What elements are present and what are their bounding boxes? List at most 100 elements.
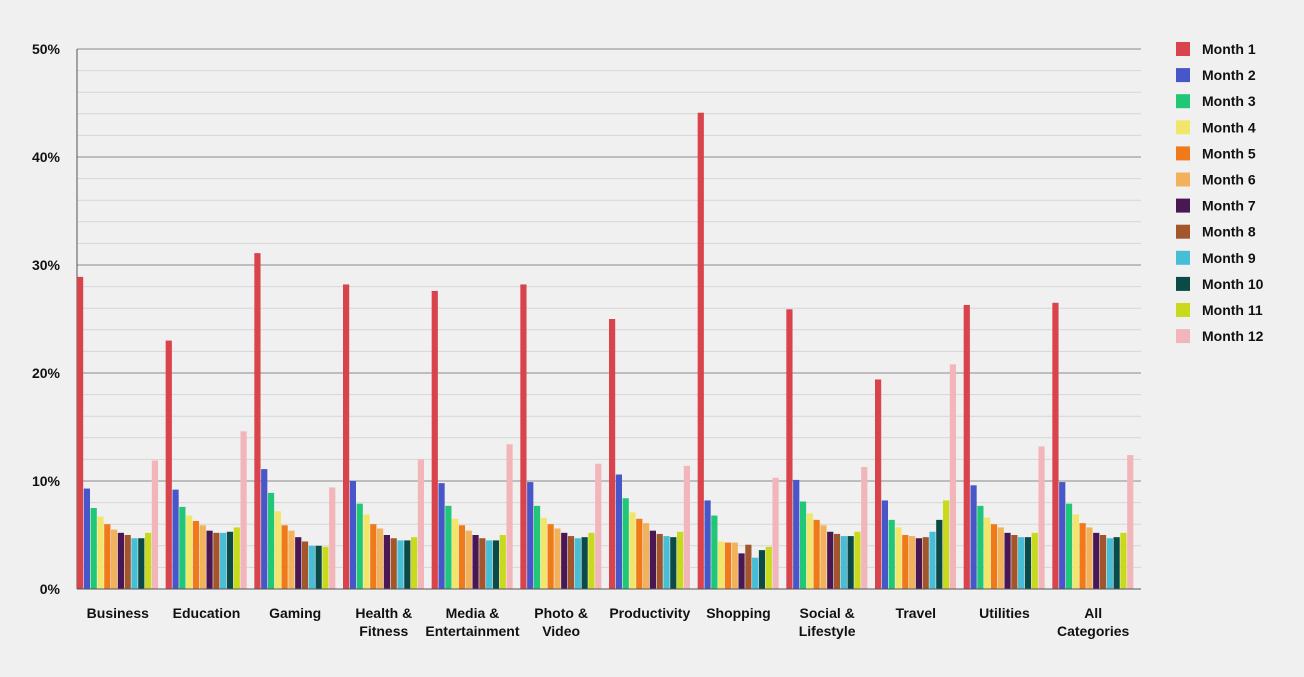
bar: [431, 290, 438, 589]
legend-label: Month 7: [1202, 198, 1256, 214]
bar: [411, 537, 418, 589]
bar: [949, 364, 956, 589]
bar: [1038, 446, 1045, 589]
bar: [97, 516, 104, 589]
bar: [793, 479, 800, 589]
bar: [220, 532, 227, 589]
bar: [90, 508, 97, 589]
bar: [840, 536, 847, 589]
bar: [977, 505, 984, 589]
bar: [1065, 503, 1073, 589]
bar: [540, 517, 547, 589]
bar: [752, 557, 759, 589]
bar: [581, 537, 588, 589]
bar: [349, 481, 356, 589]
y-tick-label: 50%: [32, 41, 61, 57]
bar: [547, 524, 554, 589]
bar: [472, 535, 479, 589]
legend-label: Month 8: [1202, 224, 1256, 240]
bar: [117, 532, 124, 589]
bar: [465, 530, 472, 589]
x-tick-label: Social &: [800, 605, 855, 621]
bar: [1127, 455, 1134, 589]
bar: [677, 531, 684, 589]
bar: [295, 537, 302, 589]
bar: [486, 540, 493, 589]
bar: [936, 519, 943, 589]
bar: [615, 474, 622, 589]
bar: [520, 284, 527, 589]
legend-label: Month 6: [1202, 172, 1256, 188]
bar: [226, 531, 234, 589]
legend-swatch: [1176, 224, 1190, 239]
bar: [199, 525, 206, 589]
bar: [506, 444, 513, 589]
y-tick-label: 20%: [32, 365, 61, 381]
bar: [997, 527, 1004, 589]
bar: [479, 538, 486, 589]
legend-swatch: [1176, 68, 1190, 83]
legend-swatch: [1176, 303, 1190, 317]
bar: [895, 527, 902, 589]
bar: [922, 537, 929, 589]
bar: [1120, 532, 1127, 589]
legend-swatch: [1176, 120, 1190, 135]
legend-label: Month 12: [1202, 328, 1264, 344]
bar: [1004, 532, 1011, 589]
bar: [172, 489, 179, 589]
bar: [165, 340, 172, 589]
bar: [527, 482, 534, 589]
x-tick-label: Travel: [896, 605, 936, 621]
x-tick-label: Fitness: [359, 623, 408, 639]
bar: [1079, 523, 1086, 589]
bar: [206, 530, 213, 589]
bar: [445, 505, 452, 589]
bar: [233, 527, 240, 589]
bar: [83, 488, 90, 589]
bar: [765, 546, 772, 589]
legend-swatch: [1176, 146, 1190, 161]
bar: [888, 519, 895, 589]
bar: [833, 533, 841, 589]
bar: [656, 533, 663, 589]
bar: [758, 550, 766, 589]
bar: [1052, 302, 1059, 589]
bar: [915, 538, 922, 589]
legend-swatch: [1176, 198, 1190, 213]
bar: [131, 538, 138, 589]
bar: [281, 525, 288, 589]
x-tick-label: Lifestyle: [799, 623, 856, 639]
bar: [240, 431, 247, 589]
bar: [683, 465, 690, 589]
bar: [609, 319, 616, 589]
bar: [533, 505, 541, 589]
bar: [786, 309, 793, 589]
bar: [417, 459, 424, 589]
bar: [254, 253, 261, 589]
bar: [458, 525, 466, 589]
y-tick-label: 30%: [32, 257, 61, 273]
legend-label: Month 4: [1202, 119, 1256, 135]
legend-swatch: [1176, 42, 1190, 56]
bar: [567, 536, 575, 589]
bar: [274, 511, 281, 589]
bar: [820, 525, 827, 589]
bar: [77, 276, 84, 589]
bar: [772, 477, 779, 589]
bar: [322, 546, 329, 589]
bar: [875, 379, 882, 589]
bar: [731, 542, 738, 589]
x-tick-label: Media &: [446, 605, 500, 621]
bar: [186, 515, 193, 589]
bar: [827, 531, 834, 589]
bar: [383, 535, 390, 589]
bar: [643, 523, 650, 589]
bar: [724, 542, 732, 589]
legend-label: Month 2: [1202, 67, 1256, 83]
bar: [261, 469, 268, 589]
bar: [452, 518, 459, 589]
bar: [649, 530, 656, 589]
legend-swatch: [1176, 172, 1190, 187]
